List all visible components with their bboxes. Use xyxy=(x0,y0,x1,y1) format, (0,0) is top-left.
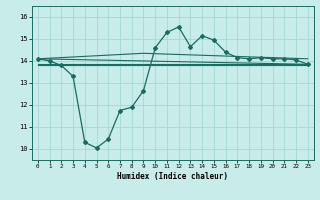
X-axis label: Humidex (Indice chaleur): Humidex (Indice chaleur) xyxy=(117,172,228,181)
